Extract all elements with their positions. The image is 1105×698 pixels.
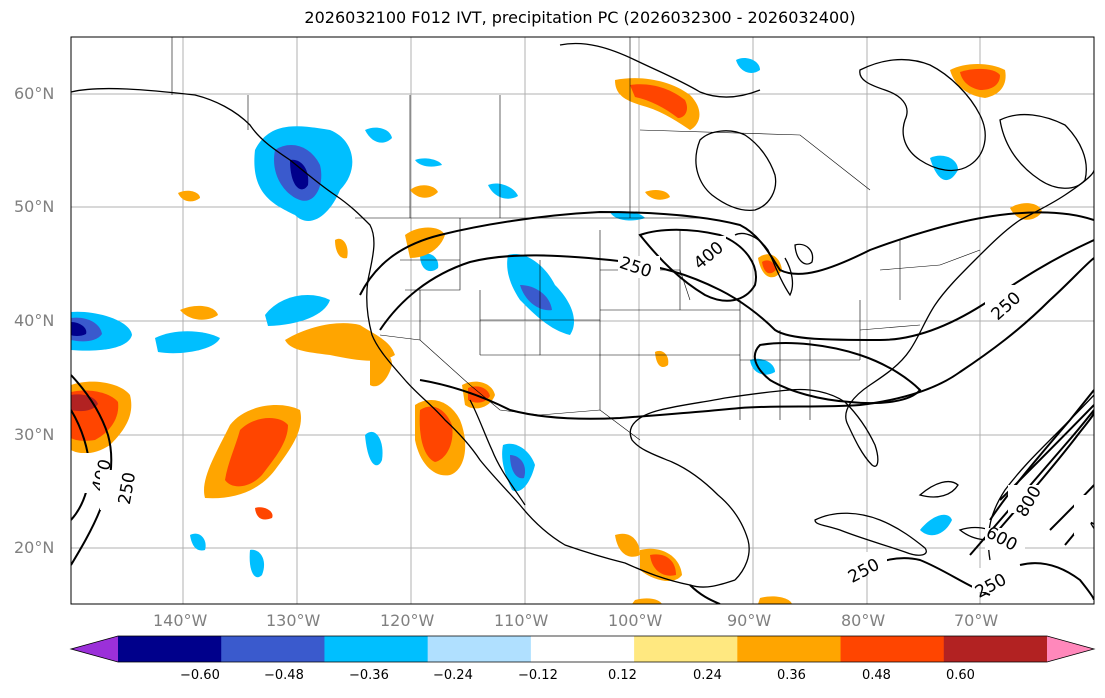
colorbar-tick-048: 0.48 — [862, 668, 891, 683]
lat-label-60n: 60°N — [14, 84, 55, 103]
colorbar-tick-neg060: −0.60 — [180, 668, 220, 683]
lon-label-110w: 110°W — [494, 611, 549, 630]
contour-label-400-c: 400 — [1085, 499, 1105, 537]
contour-labels: 250 400 250 400 250 250 800 600 250 400 — [78, 236, 1105, 603]
colorbar-tick-neg012: −0.12 — [518, 668, 558, 683]
colorbar-tick-neg036: −0.36 — [349, 668, 389, 683]
lon-label-130w: 130°W — [266, 611, 321, 630]
colorbar-tick-060: 0.60 — [946, 668, 975, 683]
colorbar-tick-024: 0.24 — [693, 668, 722, 683]
colorbar-tick-neg024: −0.24 — [433, 668, 473, 683]
lon-label-100w: 100°W — [608, 611, 663, 630]
lat-label-40n: 40°N — [14, 311, 55, 330]
lon-label-140w: 140°W — [153, 611, 208, 630]
lon-label-80w: 80°W — [841, 611, 886, 630]
map-title: 2026032100 F012 IVT, precipitation PC (2… — [304, 8, 856, 27]
map-frame — [70, 36, 1095, 605]
lon-label-120w: 120°W — [380, 611, 435, 630]
political-borders — [171, 37, 981, 441]
lat-label-30n: 30°N — [14, 425, 55, 444]
lon-label-90w: 90°W — [727, 611, 772, 630]
colorbar-tick-036: 0.36 — [777, 668, 806, 683]
lat-label-50n: 50°N — [14, 197, 55, 216]
precip-positive-areas — [71, 64, 1042, 604]
lon-label-70w: 70°W — [954, 611, 999, 630]
map-canvas: 250 400 250 400 250 250 800 600 250 400 — [70, 36, 1105, 605]
precip-negative-areas — [71, 58, 958, 578]
colorbar-tick-012: 0.12 — [608, 668, 637, 683]
lat-label-20n: 20°N — [14, 538, 55, 557]
colorbar-tick-neg048: −0.48 — [264, 668, 304, 683]
